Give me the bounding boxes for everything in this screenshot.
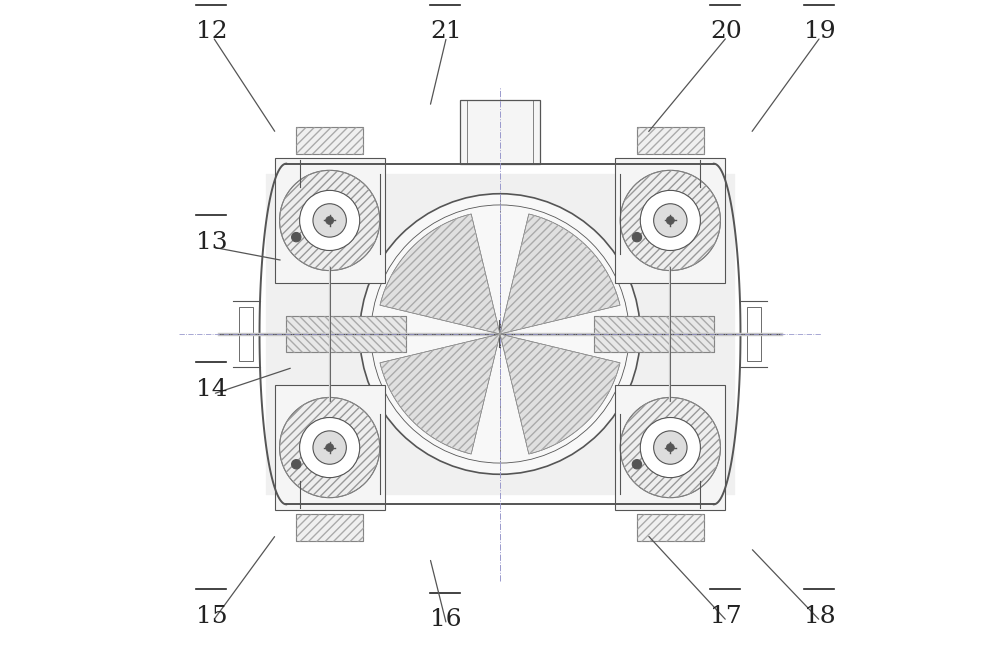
Bar: [275, 158, 385, 283]
Bar: [286, 316, 406, 353]
Bar: [286, 316, 406, 353]
Circle shape: [640, 190, 700, 250]
Circle shape: [300, 418, 360, 478]
Text: 19: 19: [804, 21, 836, 43]
Circle shape: [280, 170, 380, 271]
Bar: [637, 127, 704, 154]
Bar: [239, 307, 253, 361]
Bar: [594, 316, 714, 353]
Bar: [296, 127, 363, 154]
Bar: [296, 514, 363, 541]
Text: 18: 18: [804, 605, 836, 628]
Circle shape: [326, 216, 334, 224]
Circle shape: [280, 397, 380, 498]
Circle shape: [666, 216, 674, 224]
Circle shape: [300, 190, 360, 250]
Circle shape: [620, 397, 720, 498]
Bar: [637, 127, 704, 154]
Circle shape: [654, 204, 687, 237]
Circle shape: [292, 232, 301, 242]
Text: 17: 17: [710, 605, 742, 628]
Bar: [615, 158, 725, 283]
Text: 12: 12: [196, 21, 228, 43]
Text: 20: 20: [710, 21, 742, 43]
Circle shape: [620, 170, 720, 271]
Bar: [615, 385, 725, 510]
Polygon shape: [500, 214, 620, 334]
Circle shape: [360, 194, 640, 474]
Circle shape: [632, 232, 642, 242]
Polygon shape: [380, 214, 500, 334]
Bar: [637, 514, 704, 541]
Text: 16: 16: [430, 609, 461, 631]
Text: 15: 15: [196, 605, 228, 628]
Text: 14: 14: [196, 378, 228, 401]
Text: 21: 21: [430, 21, 461, 43]
Bar: [747, 307, 761, 361]
Bar: [460, 100, 540, 164]
Circle shape: [640, 418, 700, 478]
Bar: [594, 316, 714, 353]
Circle shape: [313, 204, 346, 237]
Bar: [275, 385, 385, 510]
Bar: [296, 127, 363, 154]
Polygon shape: [380, 334, 500, 454]
Circle shape: [654, 431, 687, 464]
Bar: [637, 514, 704, 541]
Polygon shape: [500, 334, 620, 454]
Circle shape: [326, 444, 334, 452]
Bar: [296, 514, 363, 541]
Circle shape: [292, 460, 301, 469]
Circle shape: [666, 444, 674, 452]
Text: 13: 13: [196, 231, 228, 254]
Circle shape: [632, 460, 642, 469]
Circle shape: [313, 431, 346, 464]
